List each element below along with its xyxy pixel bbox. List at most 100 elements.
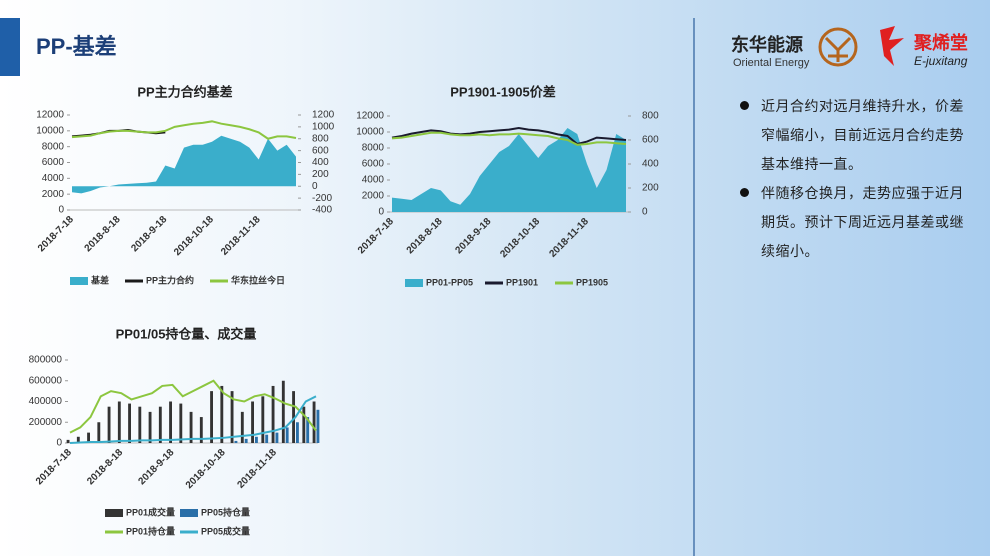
line	[71, 120, 297, 140]
area	[72, 135, 296, 194]
bar	[76, 436, 80, 443]
x-tick-label: 2018-9-18	[129, 214, 169, 254]
x-tick-label: 2018-7-18	[36, 214, 76, 254]
y2-tick-label: -200	[312, 193, 332, 204]
bar	[138, 406, 142, 443]
y-tick-label: 4000	[42, 173, 65, 184]
y2-tick-label: 200	[642, 183, 659, 194]
y-tick-label: 400000	[29, 396, 63, 407]
y-tick-label: 0	[56, 438, 62, 449]
x-tick-label: 2018-9-18	[453, 216, 493, 256]
bar	[285, 427, 289, 443]
logo-icon	[880, 26, 904, 66]
y-tick-label: 6000	[362, 159, 385, 170]
bar	[87, 432, 90, 443]
bar	[292, 391, 295, 443]
logo-subtitle: E-juxitang	[914, 54, 968, 68]
logo-name: 聚烯堂	[913, 32, 968, 53]
bar	[169, 401, 172, 443]
y2-tick-label: 200	[312, 169, 329, 180]
x-tick-label: 2018-11-18	[235, 447, 279, 491]
y-tick-label: 0	[58, 205, 64, 216]
bar	[244, 438, 248, 443]
y2-tick-label: 1200	[312, 110, 335, 121]
chart-title: PP主力合约基差	[137, 84, 232, 99]
bar	[158, 406, 162, 443]
y2-tick-label: 600	[642, 135, 659, 146]
x-tick-label: 2018-10-18	[184, 447, 228, 491]
y-tick-label: 10000	[36, 125, 64, 136]
legend-label: PP1905	[576, 277, 608, 287]
bar	[302, 406, 306, 443]
bullet: 近月合约对远月维持升水，价差窄幅缩小，目前近远月合约走势基本维持一直。	[740, 92, 972, 179]
y-tick-label: 8000	[42, 141, 65, 152]
legend-label: PP1901	[506, 277, 538, 287]
logo-icon	[818, 27, 858, 67]
x-tick-label: 2018-8-18	[83, 214, 123, 254]
bar	[251, 401, 254, 443]
y-tick-label: 4000	[362, 175, 385, 186]
logo-name: 东华能源	[731, 34, 803, 55]
y2-tick-label: 800	[312, 133, 329, 144]
bar	[255, 436, 258, 443]
y-tick-label: 12000	[36, 110, 64, 121]
y2-tick-label: 400	[312, 157, 329, 168]
x-tick-label: 2018-11-18	[547, 216, 591, 260]
y-tick-label: 600000	[29, 375, 63, 386]
title-bar	[0, 18, 20, 76]
y-tick-label: 12000	[356, 111, 384, 122]
bar	[312, 401, 316, 443]
y-tick-label: 8000	[362, 143, 385, 154]
line	[69, 395, 317, 444]
legend-label: 华东拉丝今日	[231, 274, 285, 285]
y-tick-label: 0	[378, 207, 384, 218]
bar	[128, 403, 131, 443]
bar	[117, 401, 121, 443]
slide-title: PP-基差	[36, 34, 117, 59]
y2-tick-label: 400	[642, 159, 659, 170]
bar	[271, 385, 275, 443]
x-tick-label: 2018-11-18	[219, 214, 263, 258]
bar	[220, 385, 224, 443]
bar	[316, 409, 320, 443]
bullet: 伴随移仓换月，走势应强于近月期货。预计下周近远月基差或继续缩小。	[740, 179, 972, 266]
legend-swatch	[180, 509, 198, 517]
bar	[189, 411, 193, 443]
bar	[230, 391, 234, 443]
bar	[210, 391, 213, 443]
chart-title: PP1901-1905价差	[450, 84, 556, 99]
legend-swatch	[405, 279, 423, 287]
legend-swatch	[105, 509, 123, 517]
bullet-list: 近月合约对远月维持升水，价差窄幅缩小，目前近远月合约走势基本维持一直。 伴随移仓…	[740, 92, 972, 266]
y2-tick-label: 1000	[312, 122, 335, 133]
bar	[265, 434, 269, 443]
y2-tick-label: 600	[312, 145, 329, 156]
line	[391, 126, 627, 146]
y2-tick-label: -400	[312, 205, 332, 216]
chart-title: PP01/05持仓量、成交量	[116, 326, 257, 341]
y-tick-label: 800000	[29, 355, 63, 366]
legend-label: PP05成交量	[201, 525, 250, 536]
legend-label: 基差	[90, 274, 109, 285]
bar	[199, 417, 203, 443]
bar	[296, 422, 299, 443]
legend-label: PP主力合约	[146, 274, 194, 285]
legend-label: PP01-PP05	[426, 277, 473, 287]
bar	[240, 411, 244, 443]
y2-tick-label: 0	[642, 207, 648, 218]
legend-label: PP01成交量	[126, 506, 175, 517]
bar	[306, 417, 310, 443]
x-tick-label: 2018-10-18	[172, 214, 216, 258]
bar	[281, 380, 285, 443]
y-tick-label: 6000	[42, 157, 65, 168]
bar	[97, 422, 101, 443]
legend-swatch	[70, 277, 88, 285]
bar	[275, 432, 279, 443]
bar	[107, 406, 111, 443]
x-tick-label: 2018-7-18	[34, 447, 74, 487]
y-tick-label: 10000	[356, 127, 384, 138]
y-tick-label: 2000	[42, 189, 65, 200]
legend-label: PP05持仓量	[201, 506, 250, 517]
